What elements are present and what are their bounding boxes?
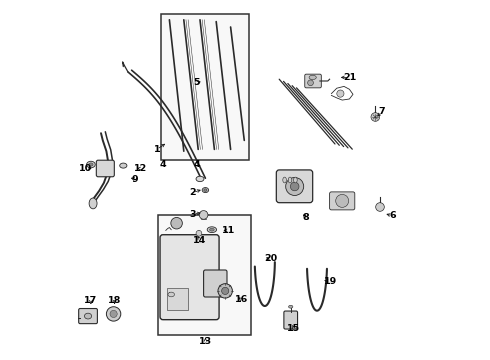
Text: 7: 7 (378, 107, 385, 116)
Text: 8: 8 (303, 213, 310, 222)
Text: 21: 21 (343, 73, 356, 82)
FancyBboxPatch shape (160, 235, 219, 320)
Circle shape (221, 287, 229, 294)
Ellipse shape (294, 177, 297, 183)
Text: 9: 9 (132, 175, 139, 184)
Text: 4: 4 (193, 161, 200, 169)
Circle shape (337, 90, 344, 97)
Text: 2: 2 (190, 188, 196, 197)
Ellipse shape (202, 188, 209, 193)
Ellipse shape (168, 292, 174, 297)
Bar (167, 288, 188, 310)
Ellipse shape (196, 176, 204, 181)
Circle shape (336, 194, 349, 207)
Text: 11: 11 (222, 226, 235, 235)
Text: 5: 5 (193, 78, 199, 87)
Ellipse shape (87, 161, 95, 168)
Text: 16: 16 (235, 295, 248, 304)
Ellipse shape (89, 198, 97, 209)
Text: 12: 12 (134, 164, 147, 173)
Bar (158, 215, 251, 335)
Text: 17: 17 (84, 296, 98, 305)
FancyBboxPatch shape (276, 170, 313, 203)
Text: 18: 18 (108, 296, 122, 305)
Circle shape (371, 113, 380, 121)
Ellipse shape (309, 75, 316, 80)
Circle shape (218, 284, 232, 298)
Ellipse shape (120, 163, 127, 168)
Ellipse shape (289, 305, 293, 308)
Ellipse shape (288, 177, 292, 183)
Text: 1: 1 (153, 145, 160, 154)
Circle shape (308, 80, 314, 86)
FancyBboxPatch shape (305, 74, 321, 88)
FancyBboxPatch shape (204, 270, 227, 297)
Circle shape (106, 307, 121, 321)
Text: 15: 15 (287, 324, 300, 333)
Circle shape (199, 211, 208, 219)
Ellipse shape (283, 177, 286, 183)
FancyBboxPatch shape (330, 192, 355, 210)
Ellipse shape (207, 227, 217, 233)
Ellipse shape (89, 163, 93, 166)
Circle shape (286, 177, 304, 195)
Text: 14: 14 (194, 236, 207, 245)
Text: 13: 13 (199, 337, 212, 346)
Circle shape (291, 182, 299, 191)
Ellipse shape (204, 189, 207, 192)
FancyBboxPatch shape (97, 160, 114, 177)
FancyBboxPatch shape (79, 309, 98, 324)
Text: 20: 20 (265, 254, 277, 263)
Circle shape (110, 310, 117, 318)
FancyBboxPatch shape (284, 311, 297, 329)
Circle shape (196, 230, 202, 236)
Text: 4: 4 (160, 160, 167, 169)
Circle shape (171, 217, 182, 229)
Ellipse shape (84, 313, 92, 319)
Text: 6: 6 (389, 211, 396, 220)
Ellipse shape (210, 228, 214, 231)
Text: 3: 3 (190, 210, 196, 219)
Text: 10: 10 (79, 164, 93, 173)
Circle shape (376, 203, 384, 211)
Bar (162, 14, 248, 160)
Text: 19: 19 (324, 277, 337, 286)
